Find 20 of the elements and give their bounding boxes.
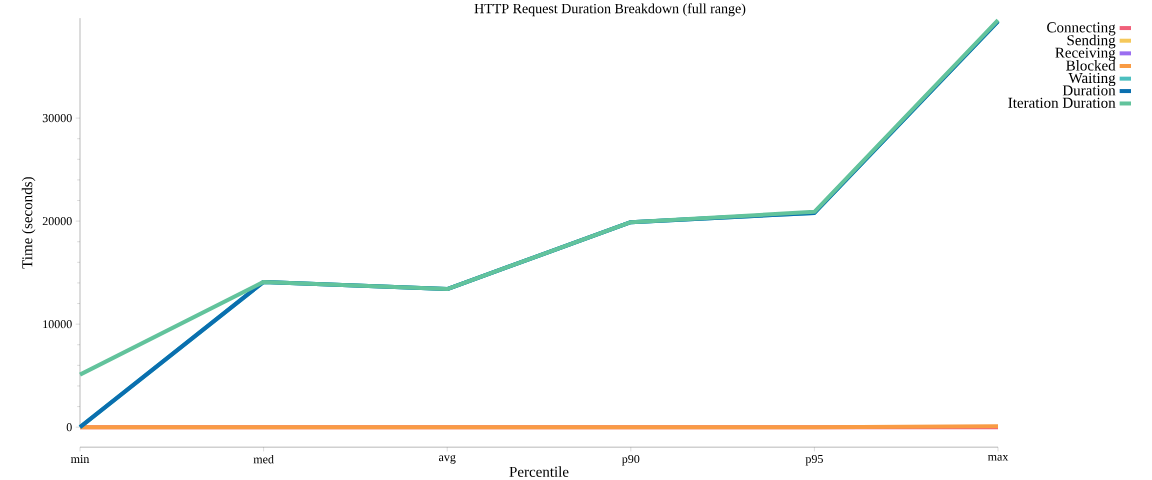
y-tick-label: 20000 (42, 216, 72, 226)
y-tick-label: 30000 (42, 113, 72, 123)
legend-label: Waiting (1068, 72, 1116, 87)
legend-label: Iteration Duration (1008, 97, 1116, 108)
legend-label: Receiving (1055, 47, 1116, 61)
x-tick-label: p90 (622, 454, 640, 466)
x-tick-label: med (253, 454, 274, 464)
y-tick-label: 10000 (43, 320, 72, 329)
x-tick-label: max (987, 454, 1009, 461)
legend-label: Blocked (1066, 59, 1116, 71)
y-axis-title: Time (seconds) (21, 177, 36, 269)
x-tick-label: min (70, 454, 90, 463)
legend-label: Connecting (1047, 22, 1116, 36)
chart-title: HTTP Request Duration Breakdown (full range) (474, 3, 746, 17)
x-tick-label: avg (438, 454, 456, 464)
x-tick-label: p95 (805, 454, 823, 466)
legend-label: Duration (1062, 85, 1116, 96)
legend-label: Sending (1067, 34, 1116, 49)
x-axis-title: Percentile (509, 466, 569, 477)
y-tick-label: 0 (66, 423, 72, 432)
